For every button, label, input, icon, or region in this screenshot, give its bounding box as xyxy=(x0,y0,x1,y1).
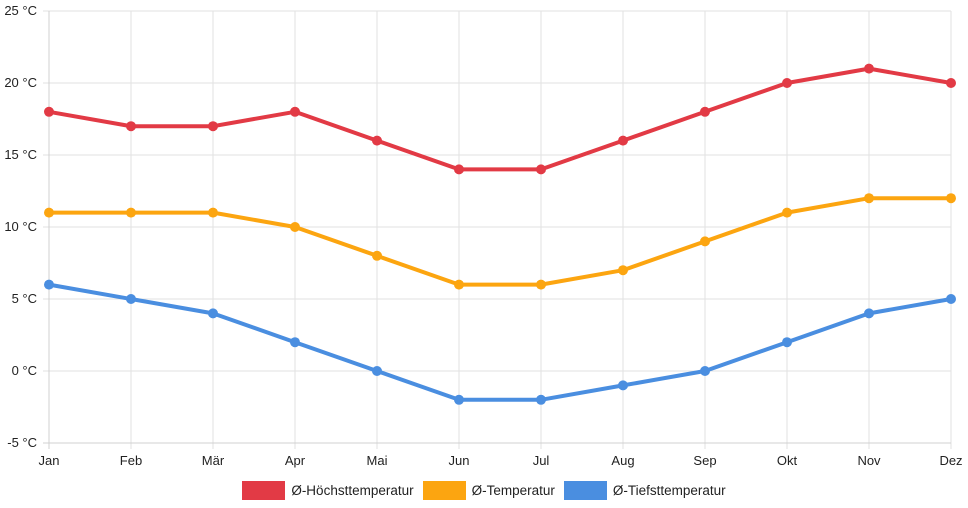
x-tick-label: Jan xyxy=(39,453,60,468)
data-point[interactable] xyxy=(208,308,218,319)
x-tick-label: Feb xyxy=(120,453,142,468)
data-point[interactable] xyxy=(126,294,136,304)
series-group xyxy=(44,63,956,405)
grid-lines xyxy=(43,10,952,449)
legend-label: Ø-Temperatur xyxy=(471,483,555,498)
y-tick-label: 20 °C xyxy=(4,75,37,90)
data-point[interactable] xyxy=(372,250,382,261)
series-line xyxy=(47,66,953,172)
y-tick-label: -5 °C xyxy=(7,435,37,450)
y-axis-ticks: 25 °C 20 °C 15 °C 10 °C 5 °C 0 °C -5 °C xyxy=(4,3,37,450)
data-point[interactable] xyxy=(700,106,710,117)
data-point[interactable] xyxy=(208,207,218,218)
y-tick-label: 25 °C xyxy=(4,3,37,18)
series-line xyxy=(47,282,953,402)
data-point[interactable] xyxy=(44,207,54,218)
data-point[interactable] xyxy=(536,164,546,175)
data-point[interactable] xyxy=(454,164,464,175)
data-point[interactable] xyxy=(372,135,382,146)
legend-label: Ø-Höchsttemperatur xyxy=(291,483,414,498)
data-point[interactable] xyxy=(126,121,136,132)
data-point[interactable] xyxy=(864,308,874,319)
x-tick-label: Aug xyxy=(611,453,634,468)
legend-item-temperatur[interactable]: Ø-Temperatur xyxy=(422,481,555,500)
data-point[interactable] xyxy=(946,193,956,204)
x-tick-label: Mär xyxy=(202,453,225,468)
data-point[interactable] xyxy=(290,337,300,348)
data-point[interactable] xyxy=(700,366,710,376)
data-point[interactable] xyxy=(946,78,956,88)
legend-swatch-blue xyxy=(563,481,607,500)
x-tick-label: Apr xyxy=(285,453,306,468)
data-point[interactable] xyxy=(782,207,792,218)
series-2 xyxy=(44,193,956,290)
y-tick-label: 15 °C xyxy=(4,147,37,162)
data-point[interactable] xyxy=(372,366,382,376)
data-point[interactable] xyxy=(782,337,792,348)
legend-item-tiefsttemperatur[interactable]: Ø-Tiefsttemperatur xyxy=(563,481,726,500)
data-point[interactable] xyxy=(290,106,300,117)
data-point[interactable] xyxy=(618,265,628,276)
data-point[interactable] xyxy=(618,135,628,146)
data-point[interactable] xyxy=(946,294,956,304)
y-tick-label: 0 °C xyxy=(12,363,37,378)
data-point[interactable] xyxy=(536,394,546,405)
x-axis-ticks: Jan Feb Mär Apr Mai Jun Jul Aug Sep Okt Nov Dez xyxy=(39,453,963,468)
x-tick-label: Jun xyxy=(449,453,470,468)
legend-swatch-orange xyxy=(422,481,466,500)
y-tick-label: 10 °C xyxy=(4,219,37,234)
data-point[interactable] xyxy=(864,193,874,204)
series-1 xyxy=(44,63,956,175)
legend-item-hoechsttemperatur[interactable]: Ø-Höchsttemperatur xyxy=(242,481,414,500)
x-tick-label: Nov xyxy=(857,453,881,468)
data-point[interactable] xyxy=(454,394,464,405)
x-tick-label: Jul xyxy=(533,453,550,468)
legend: Ø-Höchsttemperatur Ø-Temperatur Ø-Tiefst… xyxy=(0,481,968,500)
data-point[interactable] xyxy=(454,279,464,290)
legend-label: Ø-Tiefsttemperatur xyxy=(612,483,726,498)
data-point[interactable] xyxy=(290,222,300,232)
data-point[interactable] xyxy=(536,279,546,290)
x-tick-label: Dez xyxy=(939,453,962,468)
series-3 xyxy=(44,279,956,405)
data-point[interactable] xyxy=(44,279,54,290)
data-point[interactable] xyxy=(618,380,628,391)
data-point[interactable] xyxy=(864,63,874,74)
data-point[interactable] xyxy=(782,78,792,88)
x-tick-label: Okt xyxy=(777,453,798,468)
data-point[interactable] xyxy=(126,207,136,218)
x-tick-label: Mai xyxy=(367,453,388,468)
data-point[interactable] xyxy=(44,106,54,117)
data-point[interactable] xyxy=(700,236,710,247)
series-line xyxy=(47,196,953,287)
y-tick-label: 5 °C xyxy=(12,291,37,306)
data-point[interactable] xyxy=(208,121,218,132)
legend-swatch-red xyxy=(242,481,286,500)
x-tick-label: Sep xyxy=(693,453,716,468)
